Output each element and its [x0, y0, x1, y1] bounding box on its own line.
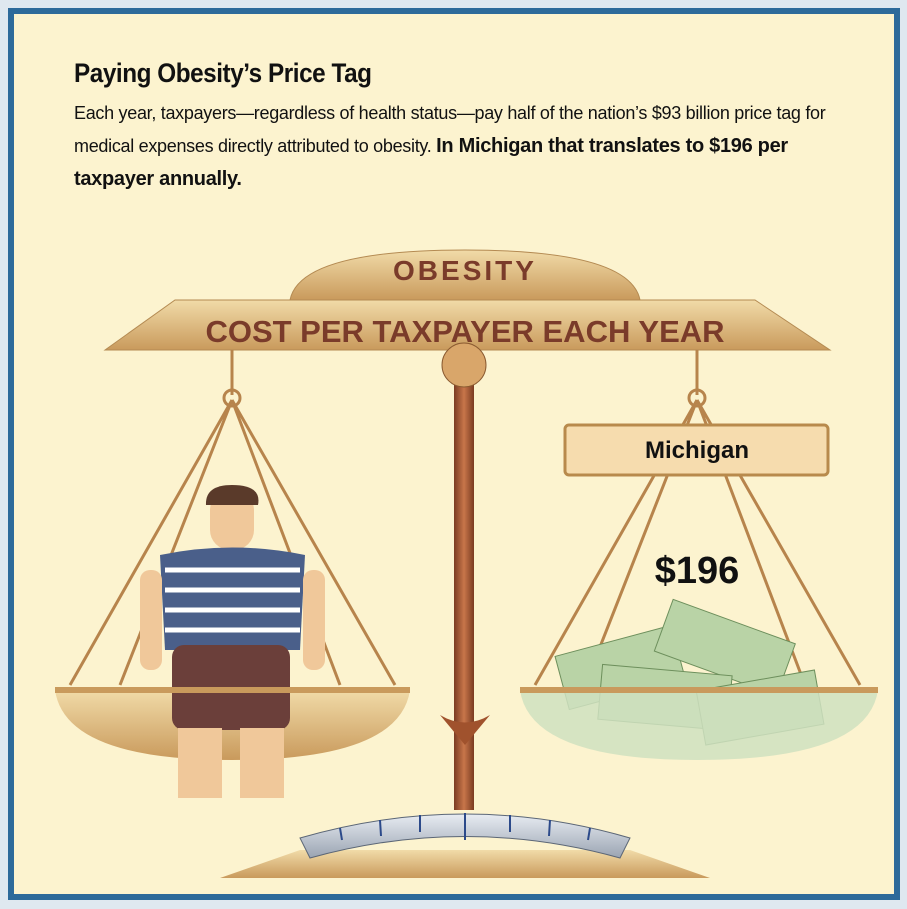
- state-label: Michigan: [645, 437, 749, 464]
- arch-label: OBESITY: [393, 255, 537, 286]
- right-pan: [520, 690, 878, 760]
- base: [220, 850, 710, 878]
- page: Paying Obesity’s Price Tag Each year, ta…: [0, 0, 907, 909]
- amount: $196: [655, 550, 740, 592]
- pivot: [442, 343, 486, 387]
- scale-illustration: OBESITY COST PER TAXPAYER EACH YEAR Mich…: [0, 0, 907, 909]
